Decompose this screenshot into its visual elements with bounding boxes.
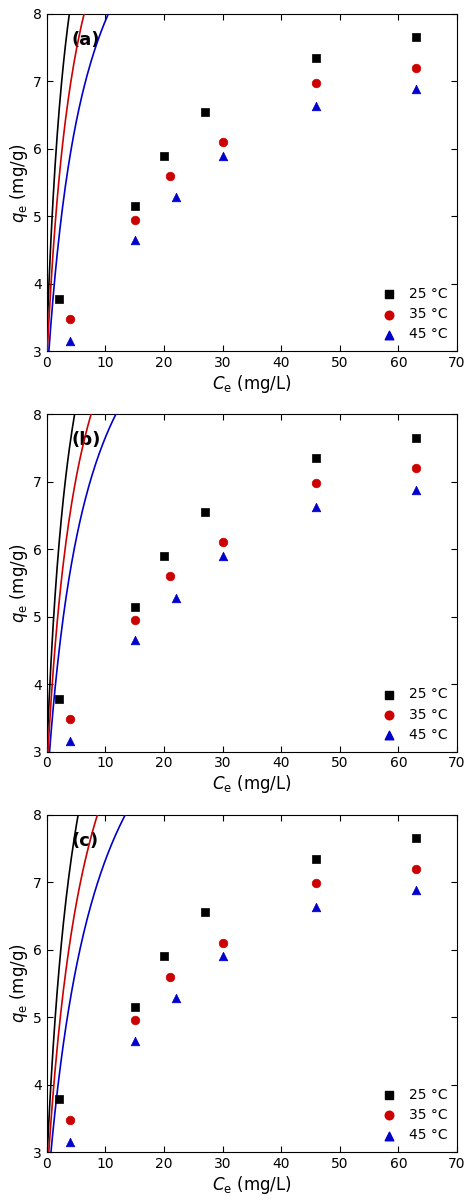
Point <box>55 1090 63 1109</box>
Point <box>219 146 227 165</box>
Text: (b): (b) <box>72 431 101 449</box>
Point <box>66 309 74 329</box>
Y-axis label: $q_{\mathrm{e}}$ (mg/g): $q_{\mathrm{e}}$ (mg/g) <box>9 543 30 622</box>
Point <box>160 146 168 165</box>
X-axis label: $C_{\mathrm{e}}$ (mg/L): $C_{\mathrm{e}}$ (mg/L) <box>212 773 292 796</box>
Point <box>201 502 209 521</box>
Point <box>166 967 173 986</box>
Point <box>131 230 138 249</box>
Point <box>312 473 320 492</box>
Point <box>312 73 320 93</box>
Point <box>219 132 227 152</box>
Text: (a): (a) <box>72 31 100 48</box>
Point <box>412 480 419 500</box>
Point <box>201 903 209 922</box>
Point <box>412 429 419 448</box>
Legend: 25 °C, 35 °C, 45 °C: 25 °C, 35 °C, 45 °C <box>373 1085 450 1145</box>
Point <box>131 1011 138 1031</box>
Point <box>66 709 74 728</box>
Point <box>172 988 180 1008</box>
Point <box>312 497 320 517</box>
Point <box>312 874 320 893</box>
Legend: 25 °C, 35 °C, 45 °C: 25 °C, 35 °C, 45 °C <box>373 685 450 745</box>
Point <box>412 828 419 848</box>
Point <box>219 933 227 952</box>
Point <box>219 533 227 553</box>
Point <box>131 1031 138 1050</box>
Point <box>66 1132 74 1151</box>
Point <box>312 48 320 67</box>
Point <box>131 997 138 1016</box>
Point <box>312 96 320 116</box>
Point <box>66 331 74 350</box>
Point <box>219 946 227 966</box>
Point <box>66 732 74 751</box>
Point <box>55 289 63 308</box>
Point <box>412 459 419 478</box>
Point <box>131 209 138 229</box>
Point <box>412 58 419 77</box>
Point <box>312 448 320 467</box>
Point <box>172 188 180 207</box>
Point <box>172 588 180 607</box>
Point <box>131 631 138 650</box>
X-axis label: $C_{\mathrm{e}}$ (mg/L): $C_{\mathrm{e}}$ (mg/L) <box>212 373 292 395</box>
Point <box>131 597 138 616</box>
Point <box>166 567 173 586</box>
Point <box>219 547 227 566</box>
X-axis label: $C_{\mathrm{e}}$ (mg/L): $C_{\mathrm{e}}$ (mg/L) <box>212 1174 292 1196</box>
Point <box>131 610 138 630</box>
Y-axis label: $q_{\mathrm{e}}$ (mg/g): $q_{\mathrm{e}}$ (mg/g) <box>9 944 30 1023</box>
Point <box>160 547 168 566</box>
Point <box>55 690 63 709</box>
Point <box>412 858 419 878</box>
Point <box>131 196 138 216</box>
Point <box>312 849 320 868</box>
Point <box>412 79 419 99</box>
Point <box>166 166 173 185</box>
Point <box>160 946 168 966</box>
Point <box>412 28 419 47</box>
Text: (c): (c) <box>72 832 99 850</box>
Y-axis label: $q_{\mathrm{e}}$ (mg/g): $q_{\mathrm{e}}$ (mg/g) <box>9 142 30 223</box>
Point <box>201 102 209 122</box>
Legend: 25 °C, 35 °C, 45 °C: 25 °C, 35 °C, 45 °C <box>373 284 450 344</box>
Point <box>412 880 419 899</box>
Point <box>312 897 320 916</box>
Point <box>66 1110 74 1129</box>
